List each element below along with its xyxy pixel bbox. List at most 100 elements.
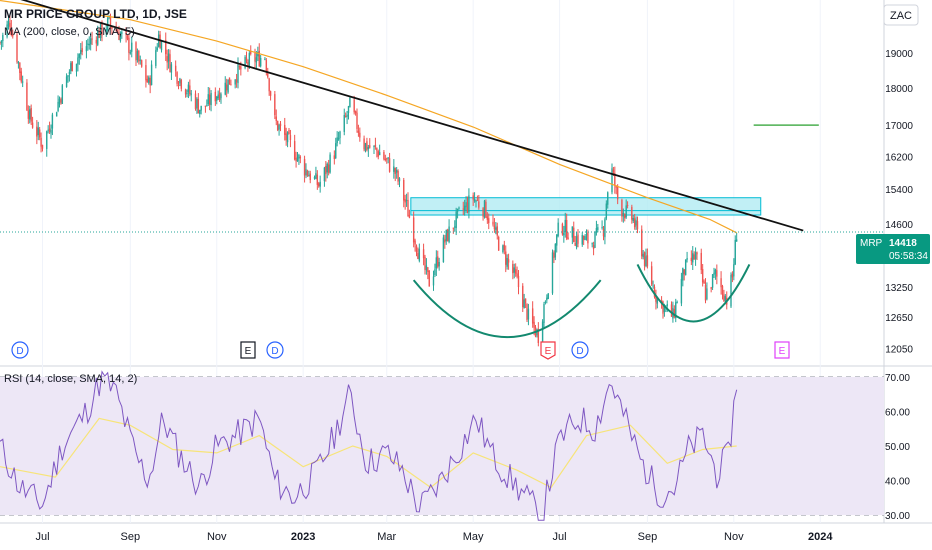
candle-body (119, 33, 122, 41)
ma-line (0, 0, 737, 234)
candle-body (541, 321, 544, 342)
candle-body (587, 232, 589, 244)
event-marker-earnings-red[interactable]: E (540, 341, 556, 360)
candle-body (714, 269, 717, 274)
earnings-icon (774, 341, 790, 359)
candle-body (309, 173, 311, 181)
candle-body (359, 132, 361, 138)
price-tick-label: 15400 (885, 185, 913, 196)
candle-body (735, 239, 738, 242)
candle-body (274, 94, 276, 116)
axes: 2000019000180001700016200154001460013850… (35, 16, 913, 543)
candle-body (595, 227, 598, 233)
candle-body (319, 181, 321, 187)
event-marker-earnings-future[interactable]: E (774, 341, 790, 359)
candle-body (497, 237, 500, 251)
candle-body (196, 98, 198, 109)
candle-body (150, 64, 153, 86)
candle-body (592, 245, 595, 250)
candle-body (95, 39, 98, 44)
candle-body (507, 259, 510, 263)
candle-body (20, 71, 22, 82)
rounded-bottom-arc (636, 263, 751, 323)
candle-body (704, 284, 707, 301)
candle-body (220, 94, 222, 99)
event-marker-earnings[interactable]: E (240, 341, 256, 359)
candle-body (235, 79, 238, 83)
candle-body (194, 93, 197, 109)
candle-body (565, 219, 568, 239)
candle-body (713, 272, 715, 275)
candle-body (581, 235, 583, 245)
candle-body (159, 34, 161, 49)
price-tick-label: 13250 (885, 283, 913, 294)
candle-body (505, 251, 507, 265)
candle-body (139, 59, 141, 61)
candle-body (167, 53, 170, 62)
dividend-icon (11, 341, 29, 359)
candle-body (513, 267, 515, 273)
candle-body (605, 203, 608, 219)
candle-body (666, 304, 668, 306)
candle-body (70, 63, 72, 72)
candle-body (55, 112, 58, 117)
candle-body (58, 98, 61, 104)
candle-body (607, 192, 609, 205)
time-tick-label: 2023 (291, 531, 315, 543)
candle-body (244, 56, 246, 68)
candle-body (0, 40, 3, 43)
candle-body (81, 48, 83, 52)
candle-body (660, 300, 663, 303)
candle-body (425, 265, 428, 271)
candle-body (445, 229, 447, 242)
candle-body (210, 93, 212, 106)
currency-button[interactable]: ZAC (883, 4, 919, 26)
rsi-tick-label: 30.00 (885, 511, 910, 522)
candle-body (245, 57, 248, 61)
candle-body (684, 259, 687, 276)
candle-body (2, 34, 4, 42)
candle-body (224, 82, 226, 95)
candle-body (174, 65, 177, 72)
candle-body (6, 24, 8, 37)
candle-body (703, 281, 705, 284)
candle-body (625, 205, 627, 218)
candle-body (135, 42, 137, 61)
event-marker-dividend[interactable]: D (11, 341, 29, 359)
candle-body (247, 61, 249, 65)
candle-body (377, 151, 379, 157)
candle-body (208, 94, 211, 105)
event-marker-dividend[interactable]: D (571, 341, 589, 359)
candle-body (526, 304, 528, 320)
candle-body (116, 32, 119, 34)
candle-body (149, 77, 151, 86)
candle-body (265, 60, 268, 72)
candle-body (298, 154, 300, 159)
candle-body (663, 305, 666, 312)
candle-body (512, 264, 514, 274)
candle-body (624, 214, 626, 219)
candle-body (170, 64, 173, 73)
candle-body (522, 285, 524, 308)
event-marker-dividend[interactable]: D (266, 341, 284, 359)
candle-body (597, 227, 599, 230)
rsi-legend: RSI (14, close, SMA, 14, 2) (4, 373, 137, 385)
candle-body (585, 234, 588, 236)
candle-body (295, 158, 297, 162)
candle-body (278, 125, 280, 130)
candle-body (155, 50, 157, 66)
candle-body (452, 227, 455, 229)
candle-body (721, 286, 724, 295)
candle-body (387, 157, 389, 159)
candle-body (641, 229, 643, 257)
candle-body (496, 226, 498, 236)
candle-body (68, 71, 71, 75)
candle-body (553, 252, 555, 259)
candle-body (524, 298, 527, 304)
rsi-tick-label: 40.00 (885, 477, 910, 488)
candle-body (376, 148, 378, 151)
candle-body (9, 22, 11, 28)
trendline[interactable] (0, 0, 804, 232)
candle-body (458, 207, 460, 209)
